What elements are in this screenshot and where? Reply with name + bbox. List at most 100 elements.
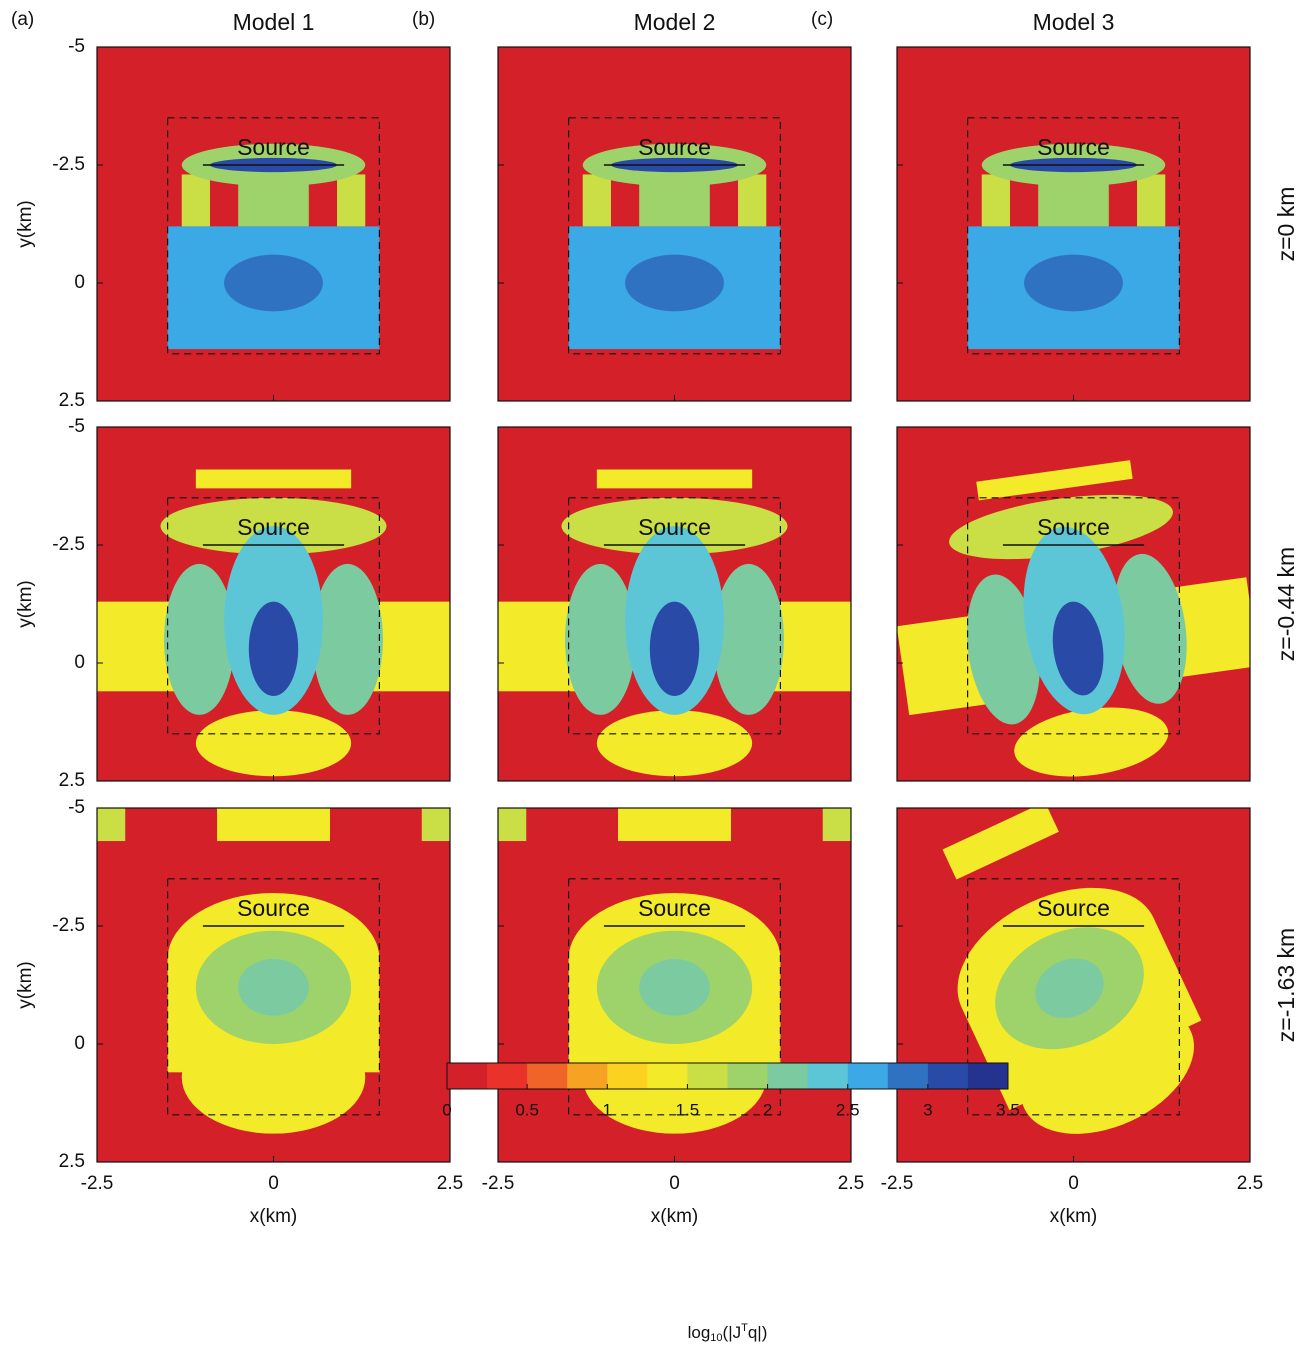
colorbar-swatch xyxy=(928,1063,969,1089)
y-tick-label: -5 xyxy=(68,36,85,57)
colorbar-tick-label: 0.5 xyxy=(515,1100,539,1119)
panel-label: (c) xyxy=(811,9,833,30)
y-tick-label: 2.5 xyxy=(59,390,85,411)
colorbar-swatch xyxy=(607,1063,648,1089)
y-tick-label: 0 xyxy=(74,652,85,673)
colorbar-swatch xyxy=(768,1063,809,1089)
x-tick-label: -2.5 xyxy=(81,1173,114,1194)
heatmap xyxy=(97,47,450,401)
x-tick-label: -2.5 xyxy=(881,1173,914,1194)
heatmap xyxy=(498,427,851,781)
colorbar-label-part: (|J xyxy=(723,1323,742,1342)
heatmap xyxy=(97,427,450,781)
field-region xyxy=(823,808,851,841)
x-tick-label: 0 xyxy=(1068,1173,1079,1194)
field-region xyxy=(738,174,766,226)
y-tick-label: -2.5 xyxy=(52,534,85,555)
y-tick-label: 0 xyxy=(74,1033,85,1054)
heatmap xyxy=(897,47,1250,401)
field-region xyxy=(217,808,330,841)
field-region xyxy=(422,808,450,841)
field-region xyxy=(224,255,323,312)
x-axis-label: x(km) xyxy=(651,1206,698,1227)
figure: (a) Model 1 (b) Model 2 (c) Model 3 z=0 km Sour… xyxy=(0,0,1306,1349)
colorbar-swatch xyxy=(487,1063,528,1089)
source-label: Source xyxy=(1037,134,1110,160)
colorbar-label-part: log xyxy=(688,1323,711,1342)
field-region xyxy=(639,959,710,1016)
field-region xyxy=(625,255,724,312)
field-region xyxy=(238,959,309,1016)
source-label: Source xyxy=(1037,514,1110,540)
heatmap xyxy=(498,808,851,1162)
x-tick-label: 2.5 xyxy=(838,1173,864,1194)
colorbar-swatch xyxy=(687,1063,728,1089)
source-label: Source xyxy=(237,895,310,921)
field-region xyxy=(1137,174,1165,226)
column-title: Model 3 xyxy=(1033,9,1115,35)
colorbar-swatch xyxy=(647,1063,688,1089)
colorbar-swatch xyxy=(447,1063,488,1089)
field-region xyxy=(337,174,365,226)
colorbar-swatch xyxy=(567,1063,608,1089)
source-label: Source xyxy=(237,134,310,160)
colorbar-tick-label: 3 xyxy=(923,1100,932,1119)
field-region xyxy=(1024,255,1123,312)
heatmap xyxy=(834,751,1250,1162)
colorbar-label-part: 10 xyxy=(710,1332,722,1344)
y-tick-label: -5 xyxy=(68,797,85,818)
source-label: Source xyxy=(1037,895,1110,921)
x-tick-label: -2.5 xyxy=(482,1173,515,1194)
row-label: z=-0.44 km xyxy=(1273,547,1299,661)
x-tick-label: 0 xyxy=(669,1173,680,1194)
y-tick-label: 2.5 xyxy=(59,770,85,791)
source-label: Source xyxy=(638,134,711,160)
y-axis-label: y(km) xyxy=(15,200,36,247)
field-region xyxy=(196,469,351,488)
field-region xyxy=(583,174,611,226)
field-region xyxy=(498,808,526,841)
colorbar-tick-label: 1 xyxy=(603,1100,612,1119)
colorbar-swatch xyxy=(527,1063,568,1089)
column-title: Model 1 xyxy=(233,9,315,35)
field-region xyxy=(164,564,235,715)
colorbar-swatch xyxy=(888,1063,929,1089)
panel-label: (a) xyxy=(11,9,34,30)
colorbar-tick-label: 2.5 xyxy=(836,1100,860,1119)
source-label: Source xyxy=(237,514,310,540)
field-region xyxy=(565,564,636,715)
field-region xyxy=(97,808,125,841)
field-region xyxy=(713,564,784,715)
y-tick-label: 0 xyxy=(74,272,85,293)
row-label: z=0 km xyxy=(1273,187,1299,262)
field-region xyxy=(650,602,699,696)
field-region xyxy=(773,602,851,692)
panel-label: (b) xyxy=(412,9,435,30)
colorbar-label-part: q|) xyxy=(748,1323,768,1342)
colorbar-label: log10(|JTq|) xyxy=(688,1322,768,1344)
source-label: Source xyxy=(638,895,711,921)
x-tick-label: 0 xyxy=(268,1173,279,1194)
field-region xyxy=(196,710,351,776)
y-axis-label: y(km) xyxy=(15,961,36,1008)
field-region xyxy=(597,710,752,776)
y-tick-label: -2.5 xyxy=(52,915,85,936)
colorbar-swatch xyxy=(728,1063,769,1089)
field-region xyxy=(498,602,576,692)
colorbar-tick-label: 1.5 xyxy=(676,1100,700,1119)
colorbar-tick-label: 0 xyxy=(442,1100,451,1119)
y-axis-label: y(km) xyxy=(15,580,36,627)
field-region xyxy=(982,174,1010,226)
field-region xyxy=(597,469,752,488)
x-axis-label: x(km) xyxy=(250,1206,297,1227)
x-tick-label: 2.5 xyxy=(1237,1173,1263,1194)
heatmap xyxy=(897,427,1259,786)
y-tick-label: 2.5 xyxy=(59,1151,85,1172)
column-title: Model 2 xyxy=(634,9,716,35)
field-region xyxy=(372,602,450,692)
row-label: z=-1.63 km xyxy=(1273,928,1299,1042)
colorbar-swatch xyxy=(968,1063,1009,1089)
x-tick-label: 2.5 xyxy=(437,1173,463,1194)
heatmap xyxy=(498,47,851,401)
heatmap xyxy=(97,808,450,1162)
